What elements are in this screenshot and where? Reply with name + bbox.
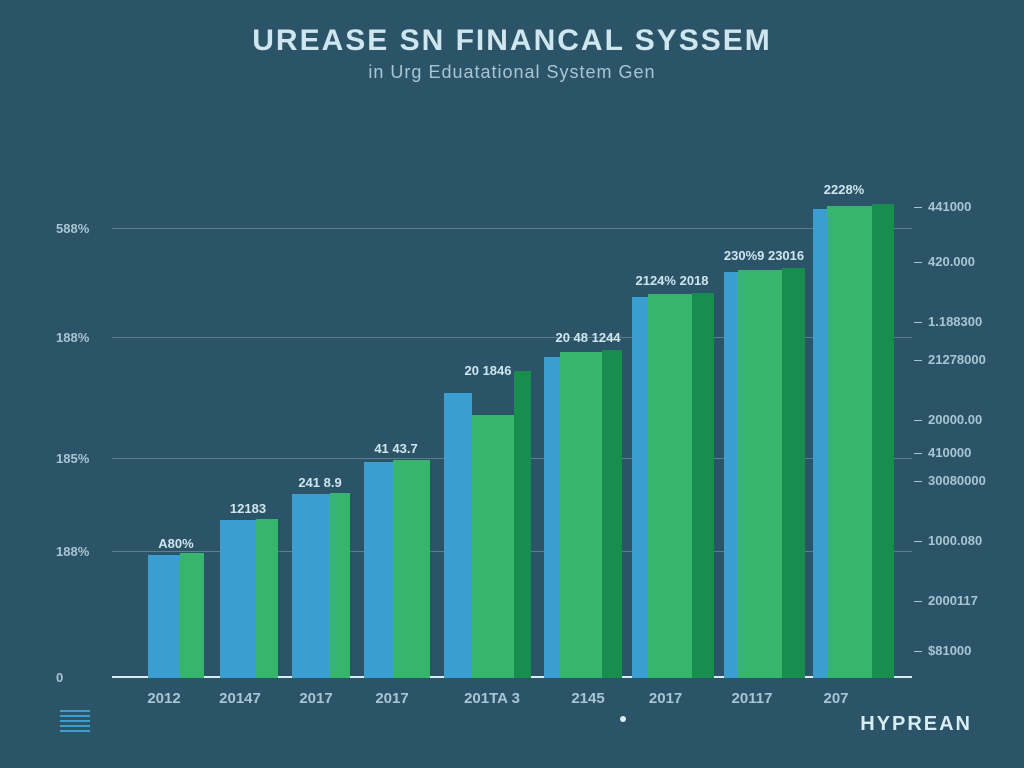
bar [648, 294, 692, 678]
y-right-tick [914, 481, 922, 482]
y-right-tick-label: $81000 [928, 643, 971, 658]
y-left-tick-label: 588% [56, 221, 89, 236]
y-right-tick [914, 207, 922, 208]
bar-value-label: 41 43.7 [374, 441, 417, 456]
y-left-tick-label: 185% [56, 451, 89, 466]
bar-value-label: 2228% [824, 182, 864, 197]
y-right-tick-label: 1000.080 [928, 533, 982, 548]
y-right-tick [914, 322, 922, 323]
chart-canvas: UREASE SN FINANCAL SYSSEM in Urg Eduatati… [0, 0, 1024, 768]
bar [220, 520, 256, 678]
bar [738, 270, 782, 678]
bar [330, 493, 350, 678]
y-right-tick-label: 410000 [928, 445, 971, 460]
bar [827, 206, 872, 678]
y-right-tick [914, 453, 922, 454]
bar [724, 272, 738, 678]
y-right-tick [914, 420, 922, 421]
bar [560, 352, 602, 678]
bar [472, 415, 514, 678]
x-tick-label: 2017 [649, 690, 682, 707]
x-tick-label: 20117 [732, 690, 773, 707]
bar-value-label: A80% [158, 536, 193, 551]
y-right-tick-label: 420.000 [928, 254, 975, 269]
plot-area: A80% 12183 241 8.9 41 43.7 20 1846 20 48 1244… [112, 130, 912, 678]
x-tick-label: 2017 [375, 690, 408, 707]
chart-title: UREASE SN FINANCAL SYSSEM [0, 24, 1024, 58]
bar [632, 297, 648, 678]
y-left-tick-label: 188% [56, 544, 89, 559]
y-left-tick-label: 0 [56, 670, 63, 685]
y-right-tick [914, 541, 922, 542]
bar [256, 519, 278, 678]
x-tick-label: 2145 [571, 690, 604, 707]
flag-stripe [60, 715, 90, 717]
bar-value-label: 230%9 23016 [724, 248, 804, 263]
gridline [112, 228, 912, 229]
brand-label: HYPREAN [860, 713, 972, 736]
y-right-tick [914, 601, 922, 602]
y-right-tick-label: 21278000 [928, 352, 986, 367]
bar [444, 393, 472, 678]
chart-subtitle: in Urg Eduatational System Gen [0, 62, 1024, 83]
y-right-tick-label: 30080000 [928, 473, 986, 488]
bar [602, 350, 623, 678]
x-tick-label: 2017 [299, 690, 332, 707]
flag-stripe [60, 725, 90, 727]
flag-icon [60, 710, 90, 732]
flag-stripe [60, 720, 90, 722]
bar-value-label: 20 1846 [465, 363, 512, 378]
bar-value-label: 12183 [230, 501, 266, 516]
bar [813, 209, 827, 678]
footer-dot [620, 716, 626, 722]
y-right-tick [914, 651, 922, 652]
x-tick-label: 2012 [147, 690, 180, 707]
bar-value-label: 20 48 1244 [555, 330, 620, 345]
y-right-tick [914, 360, 922, 361]
y-right-tick-label: 2000117 [928, 593, 978, 608]
bar [148, 555, 180, 678]
y-right-tick-label: 1.188300 [928, 314, 982, 329]
bar [393, 460, 431, 678]
x-tick-label: 201TA 3 [464, 690, 520, 707]
bar [544, 357, 560, 678]
flag-stripe [60, 730, 90, 732]
y-right-tick-label: 20000.00 [928, 412, 982, 427]
x-tick-label: 20147 [219, 690, 261, 707]
bar [782, 268, 804, 678]
x-tick-label: 207 [823, 690, 848, 707]
bar [872, 204, 894, 678]
flag-stripe [60, 710, 90, 712]
bar-value-label: 2124% 2018 [635, 273, 708, 288]
bar [180, 553, 204, 678]
y-right-tick [914, 262, 922, 263]
bar [292, 494, 330, 678]
bar [514, 371, 532, 678]
bar [364, 462, 393, 678]
bar [692, 293, 714, 678]
y-right-tick-label: 441000 [928, 199, 971, 214]
bar-value-label: 241 8.9 [298, 475, 341, 490]
y-left-tick-label: 188% [56, 330, 89, 345]
